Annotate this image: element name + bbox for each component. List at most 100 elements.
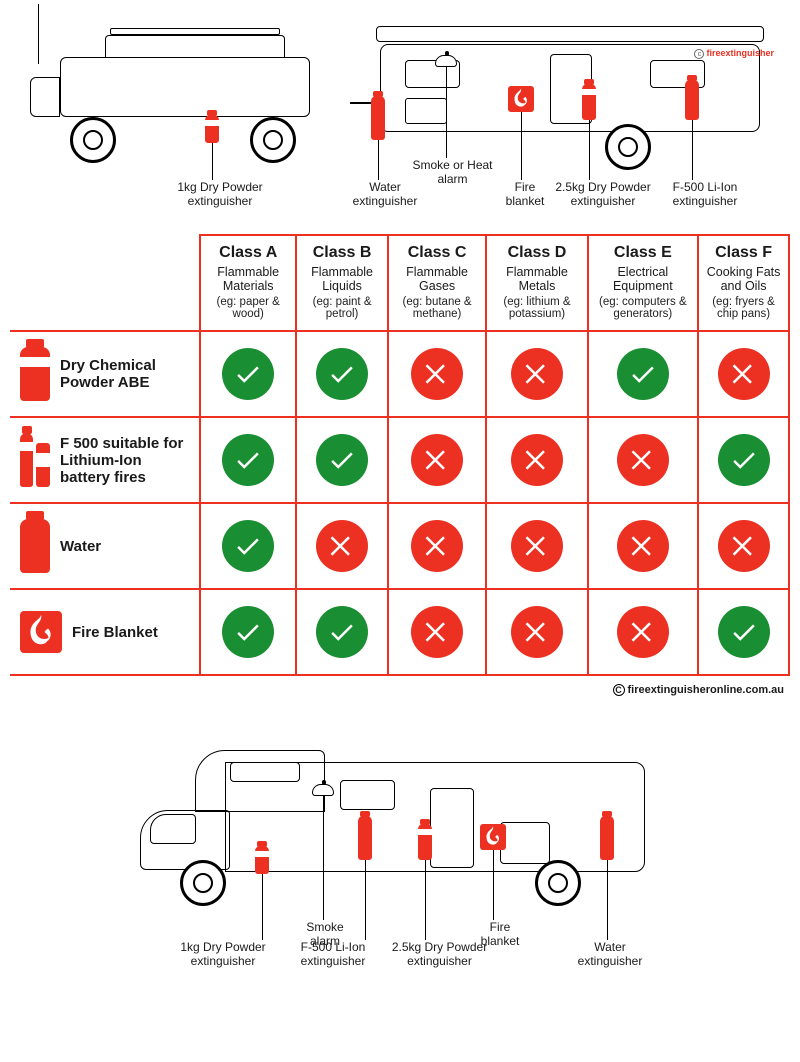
cell [486, 589, 587, 675]
credit-line: Cfireextinguisheronline.com.au [0, 680, 800, 698]
cell [296, 503, 387, 589]
diagram-label: Smoke or Heatalarm [405, 158, 500, 187]
col-header-4: Class EElectrical Equipment(eg: computer… [588, 235, 699, 331]
extinguisher-icon [205, 115, 219, 143]
cell [698, 589, 789, 675]
diagram-label: 1kg Dry Powderextinguisher [168, 940, 278, 969]
check-icon [316, 434, 368, 486]
check-icon [718, 606, 770, 658]
check-icon [222, 348, 274, 400]
cell [200, 503, 296, 589]
cell [388, 417, 487, 503]
table-corner [10, 235, 200, 331]
leader-line [493, 850, 494, 920]
table-row: Water [10, 503, 789, 589]
cross-icon [316, 520, 368, 572]
cross-icon [511, 434, 563, 486]
check-icon [718, 434, 770, 486]
col-header-1: Class BFlammable Liquids(eg: paint & pet… [296, 235, 387, 331]
extinguisher-icon [371, 96, 385, 140]
row-header-0: Dry Chemical Powder ABE [10, 331, 200, 417]
cell [296, 331, 387, 417]
cell [588, 589, 699, 675]
diagram-label: F-500 Li-Ionextinguisher [650, 180, 760, 209]
watermark: cfireextinguisher [694, 48, 774, 59]
f500-icon [20, 433, 50, 487]
cell [588, 503, 699, 589]
cross-icon [617, 434, 669, 486]
smoke-alarm-icon [312, 784, 334, 796]
check-icon [617, 348, 669, 400]
extinguisher-icon [20, 519, 50, 573]
leader-line [589, 120, 590, 180]
diagram-label: Waterextinguisher [560, 940, 660, 969]
cell [698, 503, 789, 589]
infographic: cfireextinguisher 1kg Dry Powderextingui… [0, 0, 800, 1004]
cell [486, 331, 587, 417]
cross-icon [411, 606, 463, 658]
vehicle-caravan: cfireextinguisher [380, 12, 780, 162]
top-diagram: cfireextinguisher 1kg Dry Powderextingui… [0, 0, 800, 230]
cross-icon [617, 606, 669, 658]
vehicle-4wd [30, 22, 350, 152]
leader-line [212, 143, 213, 180]
cell [388, 503, 487, 589]
leader-line [446, 67, 447, 158]
check-icon [222, 606, 274, 658]
cell [200, 417, 296, 503]
cross-icon [411, 520, 463, 572]
cell [486, 417, 587, 503]
row-header-3: Fire Blanket [10, 589, 200, 675]
fire-blanket-icon [20, 611, 62, 653]
cell [296, 589, 387, 675]
leader-line [378, 140, 379, 180]
extinguisher-icon [582, 84, 596, 120]
extinguisher-icon [255, 846, 269, 874]
fire-blanket-icon [508, 86, 534, 112]
table-row: Fire Blanket [10, 589, 789, 675]
cell [588, 331, 699, 417]
fire-class-table: Class AFlammable Materials(eg: paper & w… [10, 234, 790, 676]
row-header-1: F 500 suitable for Lithium-Ion battery f… [10, 417, 200, 503]
diagram-label: 2.5kg Dry Powderextinguisher [548, 180, 658, 209]
col-header-0: Class AFlammable Materials(eg: paper & w… [200, 235, 296, 331]
leader-line [365, 860, 366, 940]
diagram-label: Fireblanket [465, 920, 535, 949]
check-icon [222, 434, 274, 486]
diagram-label: F-500 Li-Ionextinguisher [278, 940, 388, 969]
cell [388, 589, 487, 675]
check-icon [222, 520, 274, 572]
cross-icon [718, 520, 770, 572]
table-row: Dry Chemical Powder ABE [10, 331, 789, 417]
leader-line [521, 112, 522, 180]
cell [200, 331, 296, 417]
smoke-alarm-icon [435, 55, 457, 67]
cross-icon [511, 606, 563, 658]
check-icon [316, 606, 368, 658]
cross-icon [617, 520, 669, 572]
extinguisher-icon [685, 80, 699, 120]
col-header-3: Class DFlammable Metals(eg: lithium & po… [486, 235, 587, 331]
cell [698, 331, 789, 417]
cross-icon [511, 348, 563, 400]
row-header-2: Water [10, 503, 200, 589]
leader-line [692, 120, 693, 180]
cell [588, 417, 699, 503]
leader-line [607, 860, 608, 940]
cell [486, 503, 587, 589]
leader-line [262, 874, 263, 940]
extinguisher-icon [418, 824, 432, 860]
table-row: F 500 suitable for Lithium-Ion battery f… [10, 417, 789, 503]
bottom-diagram: 1kg Dry PowderextinguisherSmokealarmF-50… [0, 704, 800, 1004]
check-icon [316, 348, 368, 400]
cross-icon [511, 520, 563, 572]
fire-blanket-icon [480, 824, 506, 850]
cross-icon [411, 434, 463, 486]
leader-line [323, 796, 324, 920]
extinguisher-icon [358, 816, 372, 860]
cell [698, 417, 789, 503]
cross-icon [718, 348, 770, 400]
cell [296, 417, 387, 503]
leader-line [425, 860, 426, 940]
cell [200, 589, 296, 675]
